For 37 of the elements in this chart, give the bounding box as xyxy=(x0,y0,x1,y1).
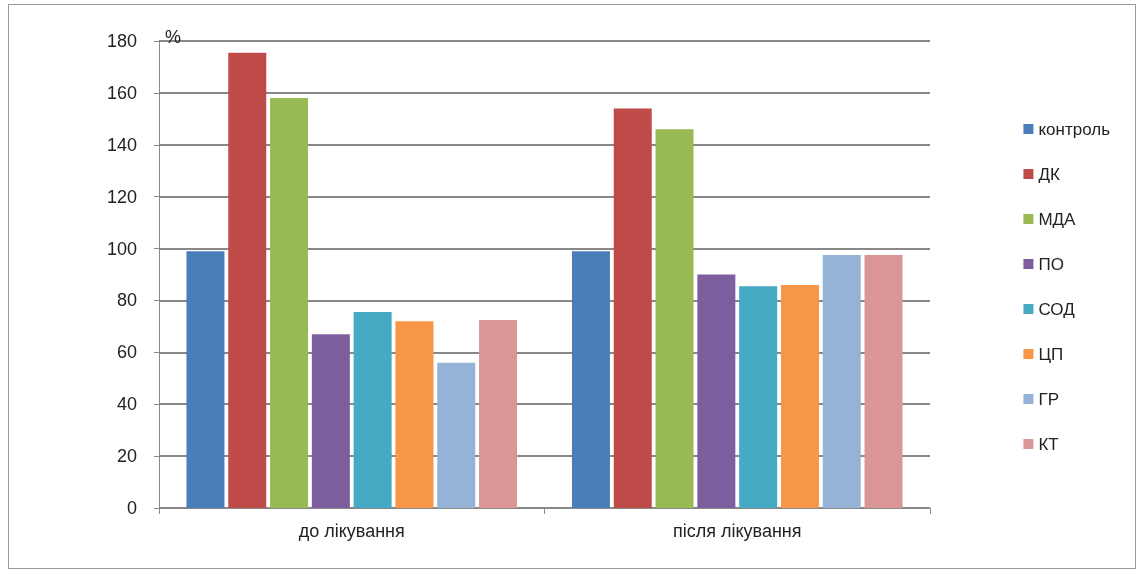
bar xyxy=(228,52,267,508)
y-tick-label: 160 xyxy=(106,82,137,103)
bar xyxy=(739,286,778,508)
bar xyxy=(311,334,350,508)
bar xyxy=(697,274,736,508)
bar xyxy=(395,321,434,508)
legend-label: ДК xyxy=(1038,164,1060,184)
y-tick-label: 40 xyxy=(116,394,137,415)
bar xyxy=(613,108,652,508)
legend-label: КТ xyxy=(1038,434,1059,454)
legend-label: контроль xyxy=(1038,119,1111,139)
bar xyxy=(479,319,518,508)
y-tick-label: 100 xyxy=(106,238,137,259)
bar xyxy=(437,362,476,508)
legend-label: СОД xyxy=(1038,299,1076,319)
bar xyxy=(864,255,903,508)
y-tick-label: 120 xyxy=(106,186,137,207)
bar xyxy=(270,98,309,508)
bar xyxy=(571,251,610,508)
legend-label: МДА xyxy=(1038,209,1077,229)
y-tick-label: 60 xyxy=(116,342,137,363)
bar xyxy=(822,255,861,508)
legend-label: ЦП xyxy=(1038,344,1064,364)
y-tick-label: 20 xyxy=(116,446,137,467)
y-axis-title: % xyxy=(165,27,182,47)
legend-label: ГР xyxy=(1038,389,1059,409)
bar xyxy=(186,251,225,508)
legend-label: ПО xyxy=(1038,254,1064,274)
bar xyxy=(353,312,392,508)
y-tick-label: 140 xyxy=(106,134,137,155)
x-tick-label: після лікування xyxy=(672,521,802,541)
bar xyxy=(655,129,694,508)
bar xyxy=(780,284,819,508)
y-tick-label: 0 xyxy=(126,498,137,518)
x-tick-label: до лікування xyxy=(298,521,405,541)
y-tick-label: 80 xyxy=(116,290,137,311)
y-tick-label: 180 xyxy=(106,31,137,51)
